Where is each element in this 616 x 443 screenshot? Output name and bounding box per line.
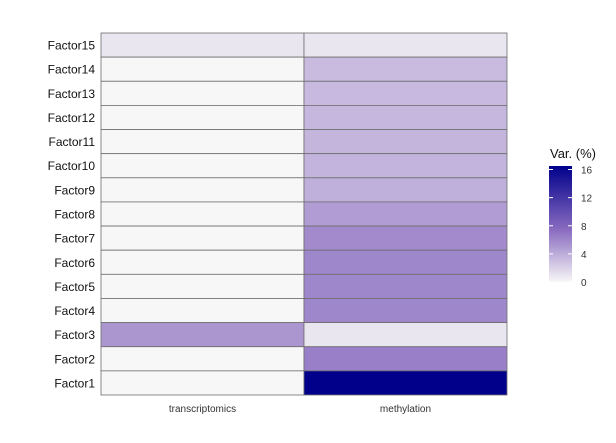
y-tick-label: Factor12 (48, 111, 96, 125)
heatmap-cell-factor10-methylation (303, 153, 508, 179)
heatmap-cell-factor13-transcriptomics (100, 80, 305, 106)
heatmap-cells (100, 32, 508, 396)
heatmap-cell-factor5-transcriptomics (100, 273, 305, 299)
colorbar-tick-label: 16 (581, 166, 593, 177)
y-axis-labels: Factor15 Factor14 Factor13 Factor12 Factor11… (48, 39, 96, 391)
heatmap-cell-factor9-methylation (303, 177, 508, 203)
heatmap-cell-factor11-methylation (303, 129, 508, 155)
heatmap-cell-factor7-methylation (303, 225, 508, 251)
heatmap-cell-factor12-transcriptomics (100, 105, 305, 130)
heatmap-cell-factor1-transcriptomics (100, 370, 305, 396)
heatmap-cell-factor4-transcriptomics (100, 298, 305, 324)
colorbar (549, 166, 572, 282)
heatmap-cell-factor1-methylation (303, 370, 508, 396)
colorbar-tick-label: 12 (581, 194, 593, 205)
heatmap-cell-factor8-methylation (303, 201, 508, 227)
heatmap-cell-factor14-methylation (303, 56, 508, 82)
y-tick-label: Factor10 (48, 159, 96, 173)
heatmap-cell-factor2-methylation (303, 346, 508, 372)
heatmap-cell-factor10-transcriptomics (100, 153, 305, 179)
y-tick-label: Factor2 (54, 352, 95, 366)
heatmap-cell-factor15-methylation (303, 32, 508, 58)
heatmap-cell-factor5-methylation (303, 273, 508, 299)
heatmap-cell-factor11-transcriptomics (100, 129, 305, 155)
heatmap-cell-factor4-methylation (303, 298, 508, 324)
colorbar-tick-label: 0 (581, 278, 587, 289)
y-tick-label: Factor4 (54, 304, 95, 318)
x-tick-label: transcriptomics (169, 404, 236, 415)
x-tick-label: methylation (380, 404, 431, 415)
y-tick-label: Factor1 (54, 376, 95, 390)
heatmap-cell-factor13-methylation (303, 80, 508, 106)
y-tick-label: Factor5 (54, 280, 95, 294)
heatmap-cell-factor6-methylation (303, 249, 508, 275)
colorbar-tick-label: 4 (581, 250, 587, 261)
heatmap-cell-factor3-transcriptomics (100, 322, 305, 348)
heatmap-cell-factor7-transcriptomics (100, 225, 305, 251)
colorbar-legend: 0 4 8 12 16 (549, 166, 593, 289)
heatmap-cell-factor3-methylation (303, 322, 508, 348)
y-tick-label: Factor15 (48, 39, 96, 53)
y-tick-label: Factor6 (54, 256, 95, 270)
y-tick-label: Factor14 (48, 63, 96, 77)
heatmap-cell-factor8-transcriptomics (100, 201, 305, 227)
x-axis-labels: transcriptomics methylation (169, 404, 431, 415)
heatmap-cell-factor9-transcriptomics (100, 177, 305, 203)
y-tick-label: Factor7 (54, 232, 95, 246)
y-tick-label: Factor9 (54, 183, 95, 197)
colorbar-tick-label: 8 (581, 222, 587, 233)
y-tick-label: Factor8 (54, 208, 95, 222)
heatmap-cell-factor12-methylation (303, 105, 508, 130)
colorbar-title: Var. (%) (550, 146, 596, 161)
y-tick-label: Factor3 (54, 328, 95, 342)
heatmap-cell-factor2-transcriptomics (100, 346, 305, 372)
y-tick-label: Factor13 (48, 87, 96, 101)
y-tick-label: Factor11 (49, 135, 96, 149)
heatmap-cell-factor15-transcriptomics (100, 32, 305, 58)
heatmap-cell-factor6-transcriptomics (100, 249, 305, 275)
heatmap-cell-factor14-transcriptomics (100, 56, 305, 82)
